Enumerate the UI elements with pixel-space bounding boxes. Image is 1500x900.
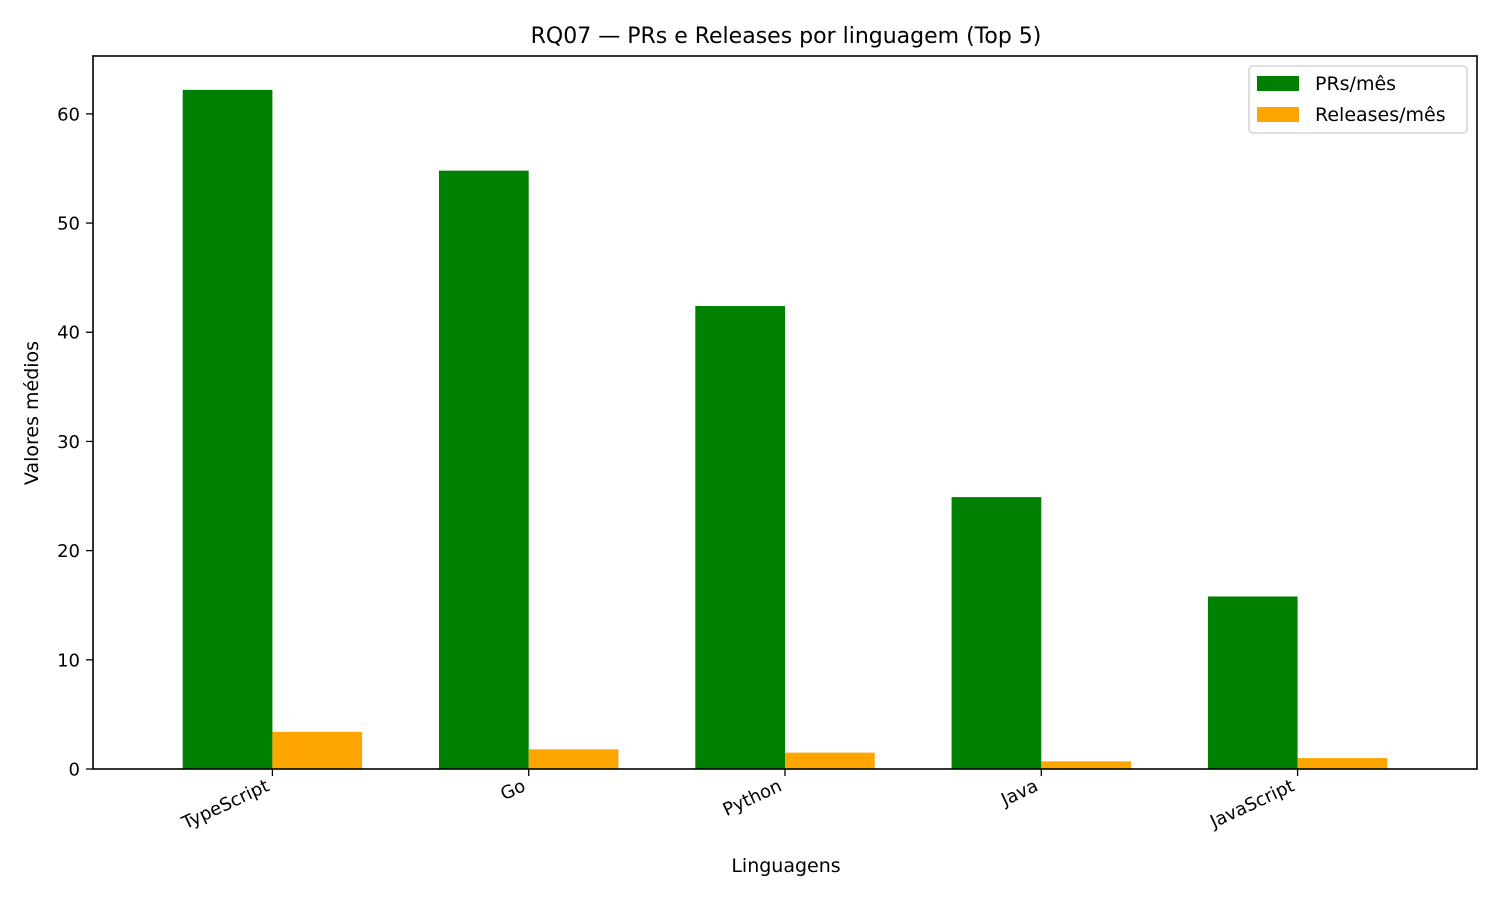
legend-swatch-prs [1257,76,1299,91]
x-tick-label: Python [720,775,785,820]
legend-label-prs: PRs/mês [1315,73,1396,95]
x-tick-label: JavaScript [1206,775,1298,833]
y-tick-label: 0 [69,760,80,781]
plot-area [92,55,1478,770]
bar-prs-java [951,497,1042,769]
bar-prs-python [695,306,785,769]
x-axis-label: Linguagens [731,855,840,877]
y-tick-label: 10 [57,650,80,671]
legend-swatch-releases [1257,107,1299,122]
x-tick-label: Java [997,775,1041,811]
bar-releases-go [528,749,619,769]
bar-prs-javascript [1207,596,1298,769]
y-tick-label: 30 [57,432,80,453]
legend: PRs/mês Releases/mês [1248,65,1468,134]
y-tick-label: 50 [57,214,80,235]
bar-releases-typescript [272,731,363,769]
y-axis: 0 10 20 30 40 50 60 [57,104,93,781]
y-tick-label: 20 [57,541,80,562]
bar-releases-java [1041,761,1131,769]
chart-title: RQ07 — PRs e Releases por linguagem (Top… [531,24,1042,49]
bar-prs-go [439,170,529,770]
y-axis-label: Valores médios [21,341,43,485]
y-tick-label: 60 [57,104,80,125]
legend-label-releases: Releases/mês [1315,104,1446,126]
bar-prs-typescript [182,89,273,769]
legend-box [1248,65,1468,134]
x-tick-label: Go [497,775,529,805]
y-tick-label: 40 [57,323,80,344]
x-axis: TypeScript Go Python Java JavaScript [178,769,1299,834]
bar-releases-python [785,752,875,769]
x-tick-label: TypeScript [178,775,273,834]
bar-releases-javascript [1297,758,1388,769]
